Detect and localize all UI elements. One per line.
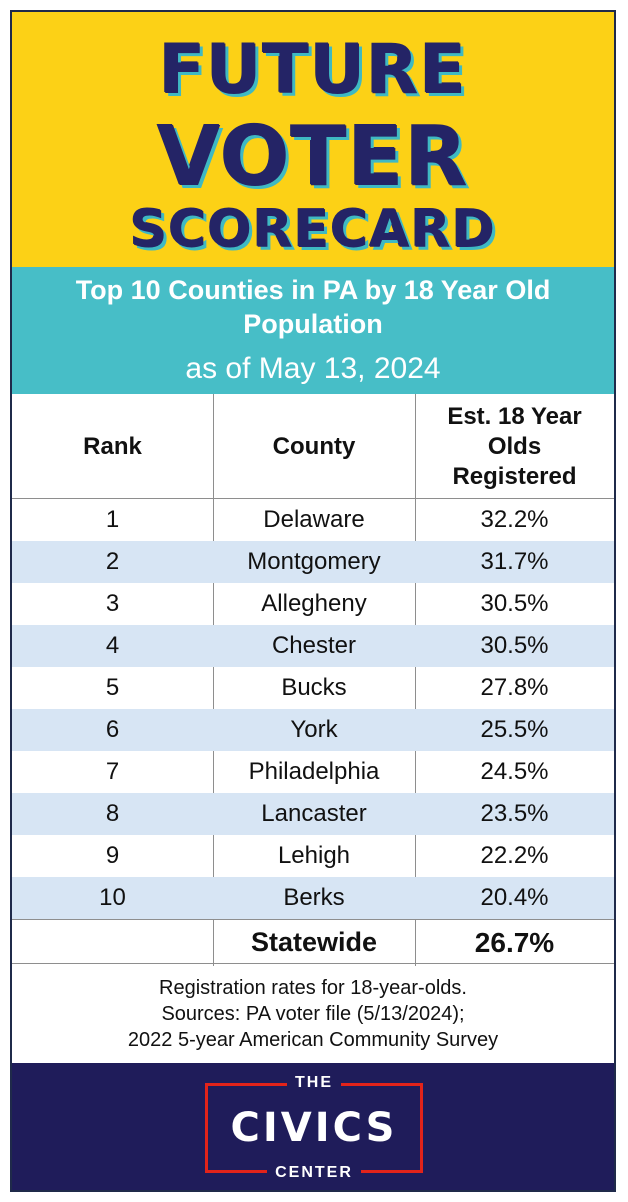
rank-cell: 10	[99, 884, 126, 911]
county-cell: Chester	[271, 632, 357, 659]
note-line1: Registration rates for 18-year-olds.	[159, 977, 467, 999]
rank-cell: 8	[105, 800, 120, 827]
registered-cell: 20.4%	[480, 884, 549, 911]
table-row: 5 Bucks 27.8%	[12, 667, 614, 709]
registered-cell: 27.8%	[480, 674, 549, 701]
county-cell: Philadelphia	[248, 758, 380, 785]
table-row: 4 Chester 30.5%	[12, 625, 614, 667]
county-cell: Lancaster	[261, 800, 367, 827]
civics-center-logo: THE CIVICS CENTER	[205, 1074, 423, 1181]
rank-cell: 3	[105, 590, 120, 617]
county-table: Rank County Est. 18 Year Olds Registered…	[12, 394, 614, 966]
hero-title-line1: FUTURE	[158, 31, 468, 110]
rank-cell: 6	[105, 716, 120, 743]
hero-banner: FUTURE VOTER SCORECARD	[12, 12, 614, 267]
registered-cell: 31.7%	[480, 548, 549, 575]
county-cell: Bucks	[281, 674, 347, 701]
registered-cell: 23.5%	[480, 800, 549, 827]
table-body: 1 Delaware 32.2% 2 Montgomery 31.7% 3 Allegheny…	[12, 499, 614, 919]
subheader: Top 10 Counties in PA by 18 Year Old Pop…	[12, 267, 614, 394]
hero-title-line3: SCORECARD	[130, 200, 496, 260]
county-cell: Lehigh	[277, 842, 351, 869]
subheader-date: as of May 13, 2024	[185, 352, 441, 385]
rank-cell: 4	[105, 632, 120, 659]
rank-cell: 2	[105, 548, 120, 575]
table-header: Rank County Est. 18 Year Olds Registered	[12, 394, 614, 499]
registered-cell: 30.5%	[480, 632, 549, 659]
registered-cell: 22.2%	[480, 842, 549, 869]
table-row: 7 Philadelphia 24.5%	[12, 751, 614, 793]
table-row: 9 Lehigh 22.2%	[12, 835, 614, 877]
note-line3: 2022 5-year American Community Survey	[127, 1029, 499, 1051]
logo-the: THE	[287, 1074, 341, 1091]
subheader-title: Top 10 Counties in PA by 18 Year Old Pop…	[75, 275, 551, 339]
table-row: 10 Berks 20.4%	[12, 877, 614, 919]
county-cell: Montgomery	[247, 548, 381, 575]
table-row: 6 York 25.5%	[12, 709, 614, 751]
registered-cell: 24.5%	[480, 758, 549, 785]
county-cell: Allegheny	[261, 590, 367, 617]
registered-cell: 30.5%	[480, 590, 549, 617]
table-row: 8 Lancaster 23.5%	[12, 793, 614, 835]
logo-main: CIVICS	[230, 1105, 398, 1151]
header-registered-label: Est. 18 Year Olds Registered	[447, 402, 582, 490]
column-divider	[415, 394, 416, 966]
note-line2: Sources: PA voter file (5/13/2024);	[161, 1003, 465, 1025]
header-registered: Est. 18 Year Olds Registered	[415, 394, 614, 499]
county-cell: Delaware	[263, 506, 365, 533]
header-county: County	[272, 432, 356, 460]
statewide-value: 26.7%	[474, 926, 555, 958]
registered-cell: 32.2%	[480, 506, 549, 533]
county-cell: York	[290, 716, 338, 743]
hero-title-line2: VOTER	[157, 110, 469, 205]
rank-cell: 1	[105, 506, 120, 533]
table-row: 1 Delaware 32.2%	[12, 499, 614, 541]
registered-cell: 25.5%	[480, 716, 549, 743]
statewide-label: Statewide	[250, 927, 378, 957]
rank-cell: 7	[105, 758, 120, 785]
column-divider	[213, 394, 214, 966]
table-row: 3 Allegheny 30.5%	[12, 583, 614, 625]
source-notes: Registration rates for 18-year-olds. Sou…	[12, 967, 614, 1063]
statewide-row: Statewide 26.7%	[12, 919, 614, 964]
scorecard-card: FUTURE VOTER SCORECARD Top 10 Counties i…	[10, 10, 616, 1192]
rank-cell: 5	[105, 674, 120, 701]
county-cell: Berks	[283, 884, 345, 911]
rank-cell: 9	[105, 842, 120, 869]
header-rank: Rank	[83, 432, 142, 460]
footer-bar: THE CIVICS CENTER	[12, 1063, 614, 1190]
table-row: 2 Montgomery 31.7%	[12, 541, 614, 583]
logo-center: CENTER	[267, 1164, 361, 1181]
